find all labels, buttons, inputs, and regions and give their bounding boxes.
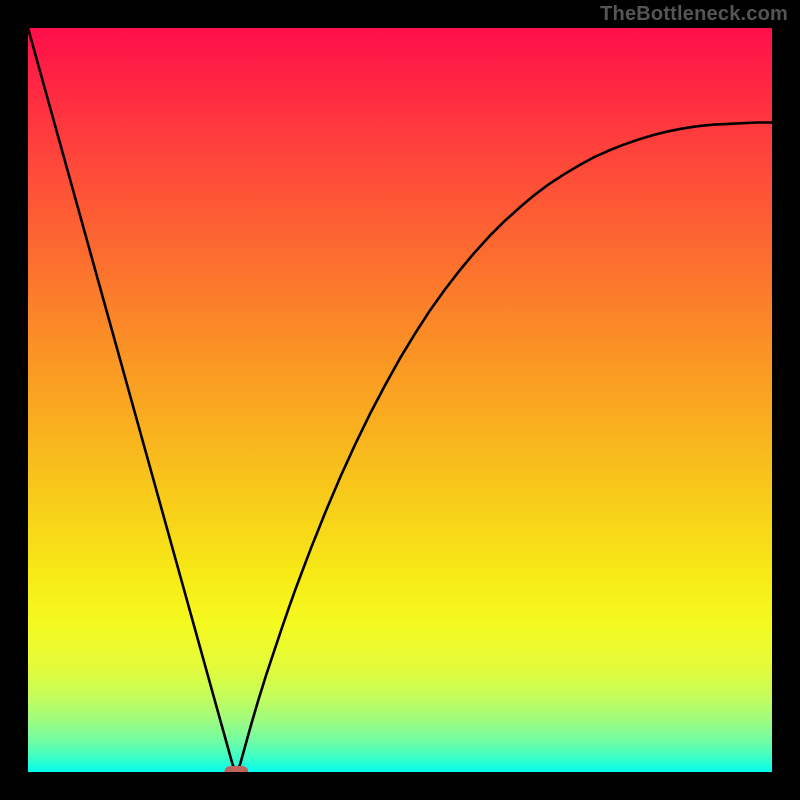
watermark-text: TheBottleneck.com bbox=[600, 3, 788, 26]
chart-container: TheBottleneck.com bbox=[0, 0, 800, 800]
plot-area bbox=[28, 28, 772, 772]
optimal-point-marker bbox=[224, 766, 248, 772]
gradient-background bbox=[28, 28, 772, 772]
